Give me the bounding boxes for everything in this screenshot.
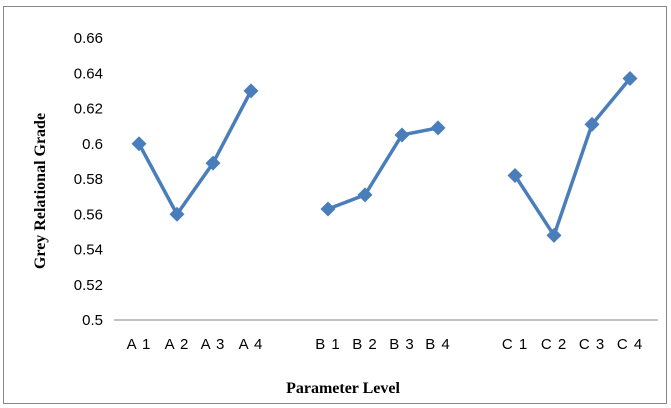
series-lines — [137, 77, 632, 238]
y-tick-label: 0.58 — [74, 171, 103, 188]
data-point-marker — [584, 116, 600, 132]
data-point-marker — [131, 136, 147, 152]
data-point-marker — [169, 206, 185, 222]
x-tick-label: A 3 — [201, 336, 226, 353]
data-point-marker — [205, 155, 221, 171]
data-point-marker — [394, 127, 410, 143]
y-tick-label: 0.5 — [82, 312, 103, 329]
data-point-marker — [622, 71, 638, 87]
x-tick-label: B 4 — [425, 336, 451, 353]
y-axis-title: Grey Relational Grade — [32, 113, 49, 269]
x-tick-label: A 4 — [239, 336, 264, 353]
y-tick-label: 0.62 — [74, 101, 103, 118]
y-tick-label: 0.64 — [74, 65, 103, 82]
y-tick-label: 0.56 — [74, 206, 103, 223]
x-tick-label: C 2 — [541, 336, 567, 353]
data-point-marker — [320, 201, 336, 217]
x-tick-label: C 1 — [502, 336, 528, 353]
y-tick-label: 0.52 — [74, 277, 103, 294]
x-tick-label: C 4 — [617, 336, 643, 353]
series-line — [513, 77, 632, 238]
y-tick-label: 0.66 — [74, 30, 103, 47]
x-tick-label: A 1 — [127, 336, 152, 353]
data-point-marker — [507, 167, 523, 183]
series-markers — [131, 71, 638, 243]
y-tick-labels: 0.66 0.64 0.62 0.6 0.58 0.56 0.54 0.52 0.5 — [74, 30, 103, 329]
x-tick-label: B 2 — [352, 336, 378, 353]
x-axis-title: Parameter Level — [286, 380, 400, 397]
data-point-marker — [430, 120, 446, 136]
data-point-marker — [243, 83, 259, 99]
x-tick-label: B 3 — [389, 336, 415, 353]
data-point-marker — [357, 187, 373, 203]
series-line — [327, 126, 439, 211]
y-tick-label: 0.6 — [82, 136, 103, 153]
x-tick-labels: A 1 A 2 A 3 A 4 B 1 B 2 B 3 B 4 C 1 C 2 C 3 C 4 — [127, 336, 643, 353]
series-line — [137, 90, 253, 216]
x-tick-label: C 3 — [579, 336, 605, 353]
y-tick-label: 0.54 — [74, 242, 103, 259]
x-tick-label: B 1 — [315, 336, 341, 353]
x-tick-label: A 2 — [165, 336, 190, 353]
data-point-marker — [546, 227, 562, 243]
